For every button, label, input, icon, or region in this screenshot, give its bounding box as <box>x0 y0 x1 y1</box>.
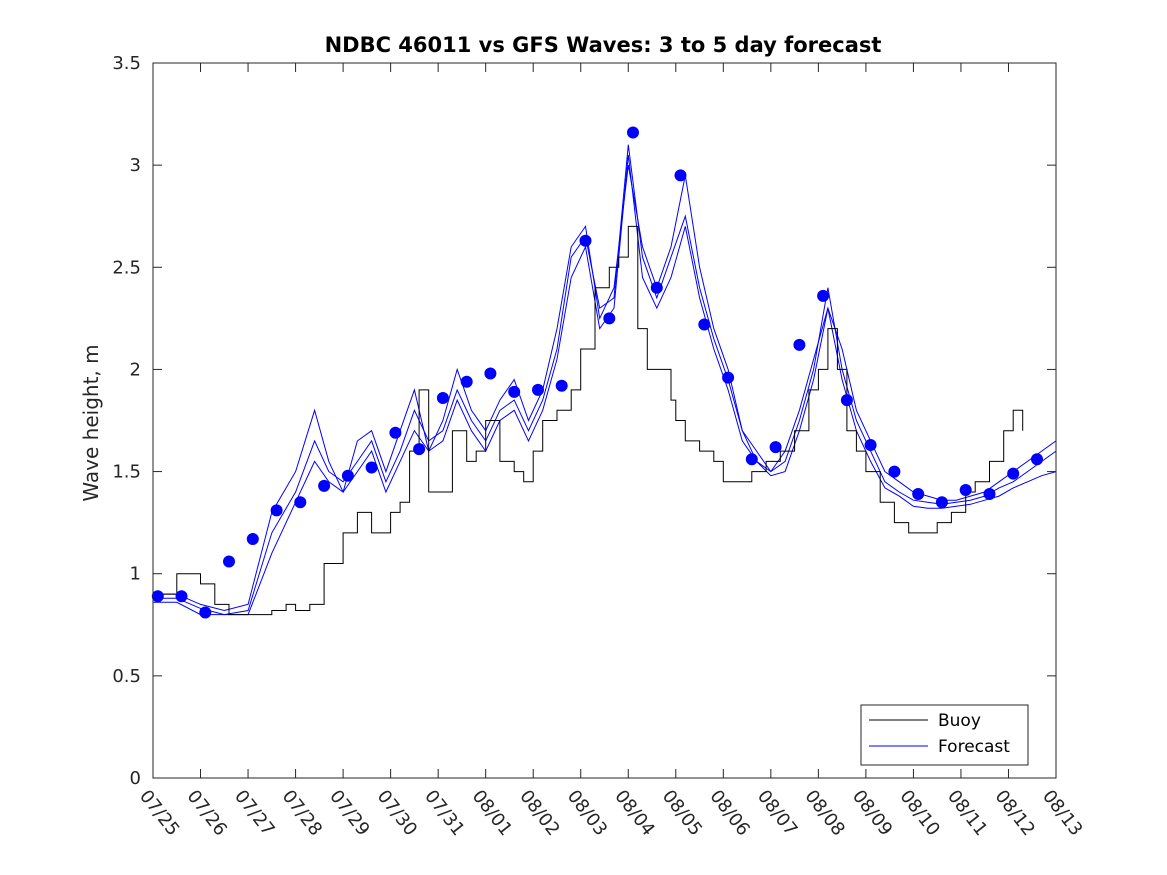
forecast-point <box>175 590 188 603</box>
y-tick-label: 2 <box>130 359 141 380</box>
y-tick-label: 1 <box>130 564 141 585</box>
legend-buoy-label: Buoy <box>938 711 981 731</box>
y-axis-label: Wave height, m <box>79 344 103 501</box>
forecast-point <box>413 443 426 456</box>
y-tick-label: 3.5 <box>112 53 141 74</box>
forecast-point <box>223 555 235 568</box>
forecast-point <box>199 606 212 619</box>
forecast-point <box>270 504 283 517</box>
forecast-point <box>365 461 378 474</box>
forecast-point <box>935 496 948 509</box>
forecast-point <box>341 469 354 482</box>
y-tick-label: 1.5 <box>112 462 141 483</box>
forecast-point <box>460 375 473 388</box>
legend-box <box>860 704 1029 766</box>
forecast-point <box>508 385 521 398</box>
plot-area <box>153 63 1056 778</box>
forecast-point <box>484 367 497 380</box>
forecast-point <box>151 590 164 603</box>
forecast-point <box>389 426 402 439</box>
forecast-point <box>912 488 925 500</box>
forecast-point <box>579 234 592 247</box>
forecast-point <box>983 488 996 500</box>
forecast-point <box>722 371 735 384</box>
forecast-line-2 <box>153 144 1057 616</box>
forecast-point <box>294 496 307 509</box>
y-tick-label: 3 <box>130 155 141 176</box>
chart-title: NDBC 46011 vs GFS Waves: 3 to 5 day fore… <box>325 33 882 57</box>
forecast-point <box>959 484 972 496</box>
forecast-point <box>246 533 259 545</box>
plot-box <box>152 62 1057 779</box>
forecast-point <box>817 289 830 302</box>
forecast-point <box>555 379 568 392</box>
forecast-point <box>650 281 663 294</box>
legend: Buoy Forecast <box>860 704 1029 766</box>
y-tick-label: 2.5 <box>112 257 141 278</box>
forecast-point <box>745 453 758 466</box>
legend-forecast-label: Forecast <box>938 737 1010 757</box>
forecast-point <box>627 126 639 139</box>
forecast-point <box>888 465 901 478</box>
buoy-line <box>153 225 1024 616</box>
forecast-point <box>603 312 616 325</box>
forecast-point <box>793 338 806 351</box>
series-layer <box>151 126 1057 619</box>
forecast-point <box>864 439 877 451</box>
forecast-point <box>1007 467 1020 480</box>
forecast-point <box>436 392 449 404</box>
forecast-point <box>769 441 782 454</box>
forecast-point <box>1031 453 1043 466</box>
y-tick-label: 0.5 <box>112 666 141 687</box>
forecast-point <box>698 318 711 331</box>
forecast-point <box>840 394 853 407</box>
forecast-point <box>532 383 544 396</box>
forecast-line-3 <box>153 154 1057 616</box>
forecast-point <box>318 479 331 492</box>
y-tick-label: 0 <box>130 768 141 789</box>
forecast-point <box>674 169 687 182</box>
